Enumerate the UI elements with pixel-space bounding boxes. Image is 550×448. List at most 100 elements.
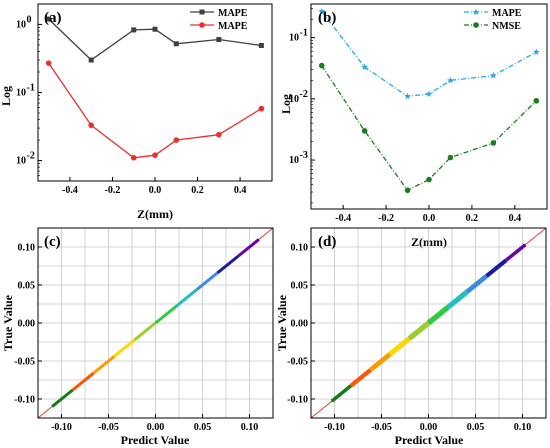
x-axis-label-d: Predict Value [395, 433, 464, 447]
scatter-band-c-7 [195, 271, 219, 291]
data-point-b-1-6 [533, 97, 540, 104]
y-tick-label-d-0: 0.10 [291, 243, 309, 254]
legend-b: MAPE NMSE [464, 8, 522, 32]
legend-text-b1: NMSE [492, 21, 521, 32]
x-tick-label-a-1: -0.2 [105, 185, 121, 196]
y-tick-label-d-3: -0.05 [287, 357, 308, 368]
scatter-band-c-6 [175, 288, 198, 308]
scatter-band-c-1 [71, 371, 95, 392]
y-tick-exp-b-2: -3 [300, 150, 308, 161]
data-point-b-0-3 [425, 90, 433, 97]
legend-text-a1: MAPE [218, 21, 248, 32]
data-point-a-0-6 [258, 43, 264, 49]
axes-b: -0.4 -0.2 0.0 0.2 0.410-110-210-3 [289, 8, 521, 224]
x-axis-label-c: Predict Value [121, 433, 190, 447]
x-tick-label-a-2: 0.0 [149, 185, 162, 196]
x-tick-label-a-3: 0.2 [191, 185, 204, 196]
scatter-band-d-8 [485, 258, 508, 278]
data-point-b-0-0 [318, 7, 326, 15]
data-point-b-1-4 [447, 154, 454, 161]
scatter-band-c-2 [92, 355, 116, 375]
data-point-b-1-3 [426, 176, 432, 183]
data-point-a-1-1 [88, 122, 94, 129]
y-tick-exp-b-1: -2 [300, 89, 308, 100]
y-tick-label-a-2: 10 [16, 156, 26, 167]
series-layer-a [45, 16, 265, 161]
data-point-b-0-6 [532, 48, 540, 56]
scatter-layer-d [310, 227, 547, 419]
scatter-band-d-3 [388, 336, 411, 357]
data-point-a-1-2 [130, 154, 137, 161]
panel-label-c: (c) [44, 234, 61, 250]
x-tick-label-c-2: 0.00 [147, 422, 165, 433]
y-tick-label-c-0: 0.10 [18, 243, 36, 254]
scatter-band-d-7 [465, 274, 489, 294]
x-tick-label-c-0: -0.10 [51, 422, 72, 433]
scatter-band-c-4 [133, 321, 157, 341]
x-tick-label-b-3: 0.2 [466, 213, 479, 224]
scatter-band-c-5 [154, 305, 178, 325]
scatter-band-d-0 [330, 384, 353, 403]
panel-label-a: (a) [44, 10, 62, 26]
panel-label-d: (d) [318, 234, 336, 250]
y-tick-exp-a-0: 0 [27, 14, 32, 25]
data-point-a-0-2 [131, 27, 137, 33]
y-tick-label-d-1: 0.05 [291, 281, 309, 292]
x-tick-label-d-4: 0.10 [514, 422, 532, 433]
panel-d: -0.10 -0.05 0.00 0.05 0.10 0.10 0.05 0.00 -0.05 -… [275, 227, 547, 447]
x-axis-label-b: Z(mm) [411, 235, 447, 249]
data-point-a-0-1 [88, 57, 94, 63]
data-point-a-1-3 [152, 152, 158, 158]
data-point-b-0-5 [489, 71, 497, 79]
y-tick-label-c-1: 0.05 [18, 281, 36, 292]
y-tick-exp-a-1: -1 [27, 83, 35, 94]
scatter-band-c-0 [51, 388, 74, 408]
y-tick-exp-b-0: -1 [300, 28, 308, 39]
data-point-a-0-5 [216, 37, 222, 43]
data-point-a-0-3 [152, 26, 158, 32]
scatter-band-c-8 [216, 254, 240, 275]
y-tick-label-a-0: 10 [16, 19, 26, 30]
x-axis-label-a: Z(mm) [137, 207, 173, 221]
x-tick-label-b-0: -0.4 [335, 213, 351, 224]
y-axis-label-b: Log [279, 94, 293, 114]
data-point-a-0-4 [173, 41, 179, 47]
legend-text-a0: MAPE [218, 8, 248, 19]
data-point-a-0-0 [46, 16, 52, 22]
y-tick-label-c-2: 0.00 [18, 319, 36, 330]
data-point-b-0-2 [404, 92, 411, 100]
data-point-b-1-5 [490, 140, 497, 146]
y-tick-label-b-2: 10 [289, 155, 299, 166]
series-layer-b [318, 7, 540, 194]
scatter-band-d-5 [426, 305, 450, 326]
legend-marker-b1 [473, 22, 479, 28]
data-point-a-1-5 [216, 131, 222, 138]
x-tick-label-b-1: -0.2 [378, 213, 394, 224]
data-point-b-1-2 [404, 187, 411, 194]
axes-c: -0.10 -0.05 0.00 0.05 0.10 0.10 0.05 0.00 -0.05 -… [14, 243, 258, 434]
x-tick-label-d-2: 0.00 [420, 422, 438, 433]
y-tick-label-c-3: -0.05 [14, 357, 35, 368]
y-tick-label-d-2: 0.00 [291, 319, 309, 330]
x-tick-label-d-0: -0.10 [324, 422, 345, 433]
scatter-band-c-9 [237, 238, 260, 258]
grid-d [311, 228, 546, 418]
x-tick-label-c-1: -0.05 [98, 422, 119, 433]
y-tick-exp-a-2: -2 [27, 151, 35, 162]
data-point-b-0-1 [361, 63, 369, 71]
series-line-a-1 [48, 62, 262, 159]
legend-a: MAPE MAPE [190, 8, 248, 32]
x-tick-label-a-0: -0.4 [62, 185, 78, 196]
data-point-b-0-4 [447, 76, 454, 84]
axes-d: -0.10 -0.05 0.00 0.05 0.10 0.10 0.05 0.00 -0.05 -… [287, 243, 531, 434]
y-axis-label-d: True Value [275, 294, 289, 351]
panel-label-b: (b) [318, 10, 336, 26]
x-tick-label-b-2: 0.0 [423, 213, 436, 224]
x-tick-label-b-4: 0.4 [509, 213, 522, 224]
y-tick-label-c-4: -0.10 [14, 395, 35, 406]
x-tick-label-d-3: 0.05 [467, 422, 485, 433]
series-line-b-1 [321, 65, 537, 192]
data-point-a-1-4 [173, 137, 180, 143]
scatter-band-d-1 [349, 368, 372, 388]
legend-text-b0: MAPE [492, 8, 522, 19]
